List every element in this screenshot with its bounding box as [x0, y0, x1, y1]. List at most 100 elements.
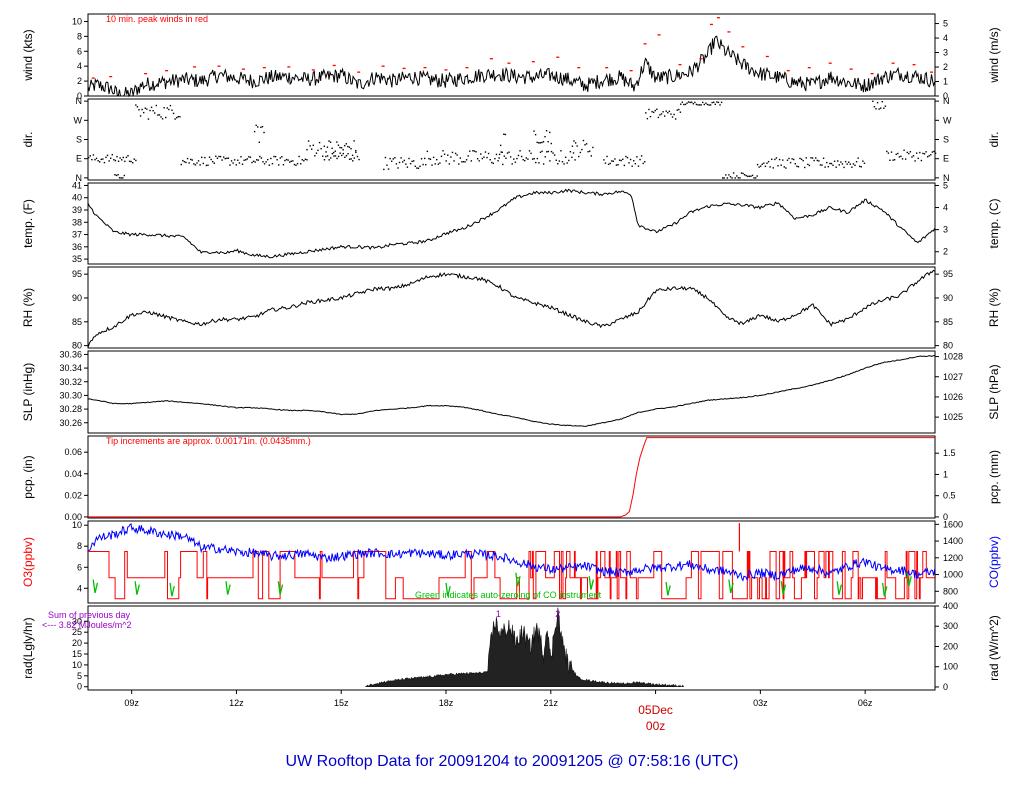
- dir-point: [174, 118, 176, 120]
- dir-point: [810, 157, 812, 159]
- dir-point: [169, 104, 172, 107]
- pcp-tick-label: 0.02: [64, 490, 82, 500]
- dir-point: [925, 151, 927, 153]
- dir-point: [878, 108, 880, 110]
- dir-point: [832, 164, 834, 166]
- dir-point: [789, 161, 792, 164]
- date-label-hour: 00z: [646, 719, 665, 733]
- pcp-frame: [87, 435, 936, 519]
- dir-point: [138, 109, 140, 111]
- dir-point: [345, 154, 348, 157]
- co-zero-point: [728, 579, 734, 594]
- rad-marker-label: 1: [496, 609, 501, 619]
- rad-tick-label-right: 0: [943, 682, 948, 692]
- x-tick-label: 12z: [229, 698, 244, 708]
- dir-point: [278, 164, 280, 166]
- dir-point: [897, 152, 899, 155]
- dir-point: [117, 174, 119, 176]
- wind-tick-label-right: 2: [943, 62, 948, 72]
- dir-point: [860, 166, 863, 168]
- rh-tick-label: 90: [72, 293, 82, 303]
- temp-tick-label-right: 4: [943, 203, 948, 213]
- dir-point: [353, 157, 356, 159]
- dir-point: [909, 151, 912, 153]
- dir-point: [317, 149, 319, 152]
- dir-point: [711, 101, 713, 104]
- dir-point: [553, 154, 556, 156]
- dir-point: [326, 146, 329, 148]
- dir-point: [229, 164, 231, 166]
- dir-point: [833, 160, 836, 162]
- dir-point: [774, 158, 776, 161]
- dir-point: [824, 166, 826, 168]
- dir-point: [208, 156, 211, 158]
- dir-point: [215, 155, 217, 157]
- dir-point: [473, 150, 476, 152]
- dir-point: [161, 118, 164, 120]
- dir-point: [334, 155, 337, 157]
- dir-point: [538, 142, 540, 144]
- dir-point: [384, 156, 387, 159]
- dir-point: [721, 177, 724, 179]
- co-zero-point: [515, 572, 521, 587]
- dir-point: [516, 157, 518, 160]
- dir-point: [625, 155, 627, 158]
- dir-point: [406, 166, 409, 168]
- dir-point: [539, 142, 542, 144]
- dir-point: [233, 159, 236, 161]
- dir-point: [533, 130, 535, 132]
- dir-point: [764, 165, 767, 168]
- rad-area: [365, 607, 684, 688]
- dir-point: [649, 115, 652, 118]
- dir-point: [919, 151, 921, 154]
- dir-point: [549, 131, 551, 134]
- dir-point: [887, 152, 890, 154]
- dir-point: [470, 160, 473, 162]
- dir-point: [261, 125, 264, 128]
- slp-tick-label: 30.26: [59, 418, 82, 428]
- dir-point: [879, 107, 882, 109]
- wind-axis-title-left: wind (kts): [21, 29, 35, 81]
- dir-point: [227, 157, 230, 159]
- dir-point: [546, 151, 548, 153]
- dir-point: [432, 156, 435, 159]
- dir-point: [876, 101, 879, 104]
- dir-point: [146, 108, 148, 110]
- co-tick-label-right: 1400: [943, 536, 963, 546]
- dir-point: [147, 118, 150, 120]
- dir-point: [267, 158, 269, 161]
- dir-point: [901, 158, 904, 160]
- dir-point: [204, 156, 206, 159]
- dir-point: [342, 152, 345, 155]
- dir-point: [459, 157, 462, 159]
- dir-point: [566, 162, 568, 164]
- dir-point: [194, 164, 197, 166]
- dir-point: [403, 159, 405, 162]
- temp-tick-label: 37: [72, 230, 82, 240]
- o3-axis-title: O3(ppbv): [21, 537, 35, 587]
- dir-point: [314, 155, 316, 157]
- x-tick-label: 15z: [334, 698, 349, 708]
- dir-point: [629, 158, 632, 161]
- o3-co-panel: 4 6 8 10 800 1000 1200 1400 1600 O3(ppbv) CO(ppbv)…: [21, 519, 1001, 604]
- dir-point: [639, 158, 641, 161]
- dir-point: [561, 161, 564, 163]
- co-zero-point: [445, 582, 451, 597]
- dir-point: [783, 166, 785, 168]
- dir-point: [424, 157, 426, 160]
- dir-point: [545, 130, 548, 132]
- dir-point: [285, 158, 288, 161]
- dir-point: [259, 155, 261, 158]
- dir-point: [504, 133, 507, 136]
- co-zero-point: [277, 581, 284, 595]
- slp-tick-label-right: 1025: [943, 412, 963, 422]
- dir-point: [448, 163, 451, 165]
- dir-point: [800, 158, 803, 161]
- dir-point: [358, 158, 360, 161]
- dir-point: [486, 156, 488, 159]
- dir-point: [788, 157, 790, 160]
- dir-point: [456, 154, 458, 156]
- dir-point: [127, 155, 129, 157]
- dir-point: [536, 141, 538, 144]
